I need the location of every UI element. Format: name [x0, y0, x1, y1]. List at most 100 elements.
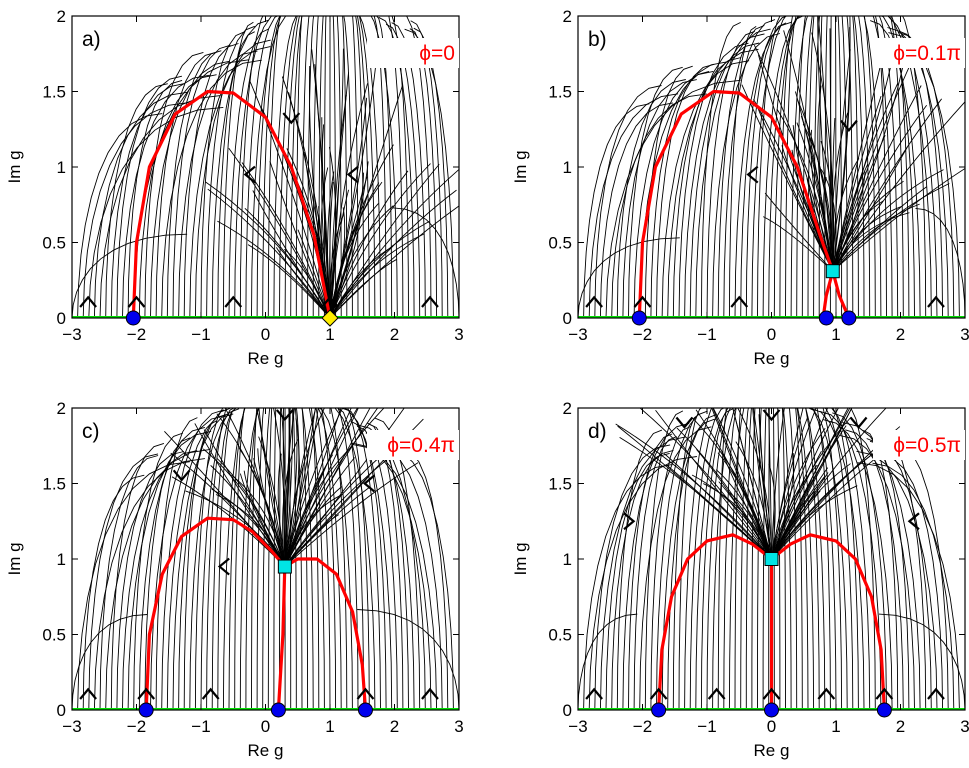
flow-line	[183, 43, 239, 318]
flow-line	[721, 451, 772, 560]
flow-line	[732, 408, 772, 560]
flow-line	[711, 408, 772, 560]
flow-line	[284, 408, 359, 567]
flow-line	[150, 414, 226, 710]
flow-line	[93, 458, 205, 710]
flow-line	[655, 409, 772, 560]
flow-line	[323, 16, 327, 318]
x-tick-label: −2	[633, 325, 652, 344]
flow-line	[615, 423, 772, 560]
flow-line	[239, 16, 264, 318]
flow-line	[185, 490, 286, 567]
flow-line	[178, 408, 231, 710]
y-tick-label: 1	[57, 158, 66, 177]
y-tick-label: 1.5	[42, 83, 66, 102]
flow-line	[583, 103, 650, 318]
flow-line	[292, 408, 297, 710]
flow-line	[890, 16, 904, 318]
flow-line	[752, 408, 772, 560]
direction-chevron	[707, 687, 726, 700]
flow-line	[256, 408, 286, 567]
phi-label: ϕ=0.4π	[387, 434, 455, 457]
flow-line	[832, 169, 944, 272]
x-tick-label: −1	[191, 325, 210, 344]
flow-line	[616, 429, 663, 710]
y-axis-label: Im g	[511, 542, 530, 575]
flow-line	[783, 30, 834, 272]
red-path-2	[283, 557, 368, 710]
direction-chevron	[817, 687, 836, 700]
flow-line	[194, 39, 271, 318]
flow-line	[189, 408, 240, 710]
flow-line	[189, 46, 271, 318]
flow-line	[217, 408, 236, 710]
direction-chevron	[217, 557, 230, 576]
flow-line	[110, 83, 184, 318]
flow-line	[373, 16, 387, 318]
flow-line	[279, 408, 282, 710]
red-path-1	[821, 269, 835, 318]
flow-line	[338, 408, 365, 710]
direction-chevron	[927, 687, 945, 700]
x-axis-label: Re g	[754, 741, 790, 760]
flow-line	[811, 139, 834, 272]
flow-line	[781, 408, 786, 710]
x-tick-label: −2	[633, 717, 652, 736]
x-tick-label: 3	[960, 717, 969, 736]
flow-line	[284, 408, 352, 567]
flow-line	[284, 454, 334, 567]
x-tick-label: −1	[697, 325, 716, 344]
x-tick-label: 3	[960, 325, 969, 344]
x-tick-label: 1	[325, 325, 334, 344]
flow-line	[633, 70, 714, 318]
direction-chevron	[282, 112, 301, 125]
panel-a: −3 −2 −1 0 1 2 3 0 0.5 1 1.5 2 Re g Im g a) ϕ=0	[5, 7, 464, 368]
flow-line	[217, 220, 331, 318]
direction-chevron	[421, 687, 439, 700]
flow-line	[797, 408, 815, 710]
flow-line	[211, 488, 286, 567]
flow-line	[882, 455, 944, 710]
flow-line	[267, 408, 273, 710]
flow-line	[284, 408, 290, 567]
flow-line	[845, 429, 904, 710]
flow-line	[700, 21, 741, 318]
flow-line	[870, 20, 921, 318]
flow-line	[329, 205, 459, 318]
flow-line	[684, 42, 760, 318]
flow-line	[639, 408, 772, 560]
flow-line	[282, 408, 286, 567]
saddle-point-square	[277, 559, 292, 574]
flow-line	[832, 50, 885, 272]
zero-point-circle	[357, 702, 373, 718]
panel-b: −3 −2 −1 0 1 2 3 0 0.5 1 1.5 2 Re g Im g b) ϕ=0.1π	[511, 7, 969, 368]
direction-chevron	[356, 687, 375, 700]
x-tick-label: 2	[896, 717, 905, 736]
flow-line	[622, 422, 690, 710]
flow-line	[308, 408, 325, 710]
flow-line	[594, 85, 662, 318]
flow-line	[161, 409, 225, 710]
flow-line	[284, 408, 342, 567]
direction-chevron	[421, 295, 439, 308]
flow-line	[200, 408, 235, 710]
flow-line	[768, 463, 776, 560]
flow-line	[178, 50, 258, 318]
flow-line	[262, 408, 271, 710]
flow-line	[771, 451, 822, 560]
y-tick-label: 0.5	[42, 626, 66, 645]
flow-line	[712, 408, 737, 710]
flow-line	[817, 16, 834, 272]
flow-line	[329, 213, 345, 318]
flow-line	[779, 16, 793, 318]
flow-line	[359, 16, 381, 318]
y-tick-label: 0	[57, 701, 66, 720]
flow-line	[144, 51, 204, 318]
flow-line	[823, 408, 854, 710]
flow-line	[374, 417, 421, 710]
flow-line	[318, 408, 353, 710]
flow-line	[241, 162, 331, 318]
flow-line	[301, 16, 310, 318]
flow-line	[878, 613, 965, 710]
direction-chevron	[137, 687, 156, 700]
